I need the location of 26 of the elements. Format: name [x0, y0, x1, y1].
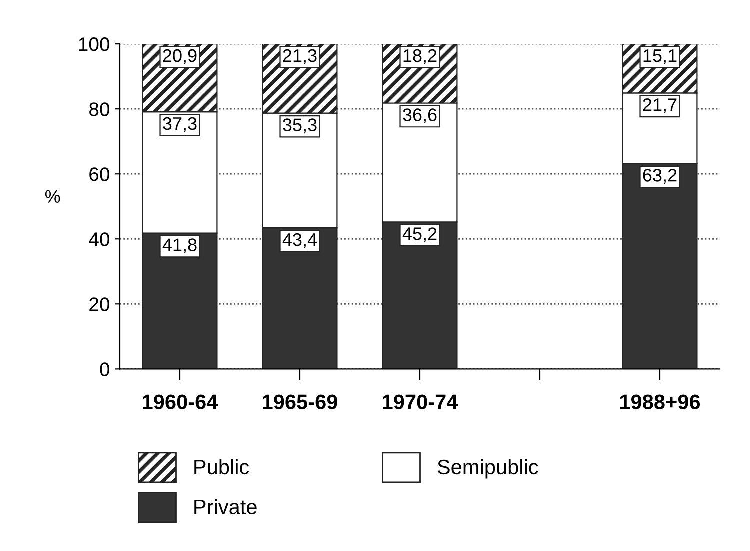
- data-label: 18,2: [404, 49, 437, 64]
- y-tick-label: 80: [89, 102, 110, 116]
- y-tick-label: 20: [90, 298, 110, 312]
- legend-label: Semipublic: [438, 459, 538, 479]
- data-label: 15,1: [644, 50, 677, 64]
- data-label: 43,4: [282, 233, 318, 248]
- data-label: 63,2: [643, 169, 677, 184]
- y-tick-label: 100: [79, 38, 110, 52]
- data-label: 35,3: [283, 118, 317, 134]
- legend-label: Private: [194, 499, 257, 514]
- y-tick-label: 60: [90, 168, 110, 182]
- x-tick-label: 1965-69: [263, 394, 338, 410]
- data-label: 41,8: [162, 238, 197, 254]
- data-label: 21,7: [643, 98, 677, 114]
- y-axis-title: %: [45, 190, 60, 203]
- data-label: 21,3: [283, 49, 317, 64]
- x-tick-label: 1970-74: [383, 394, 458, 410]
- legend-label: Public: [194, 459, 250, 475]
- data-label: 36,6: [403, 108, 437, 124]
- y-tick-label: 40: [89, 232, 110, 246]
- y-tick-label: 0: [100, 362, 110, 376]
- data-label: 45,2: [402, 228, 437, 242]
- data-label: 20,9: [163, 49, 197, 64]
- data-label: 37,3: [163, 117, 197, 132]
- x-tick-label: 1988+96: [620, 394, 700, 410]
- x-tick-label: 1960-64: [143, 394, 218, 410]
